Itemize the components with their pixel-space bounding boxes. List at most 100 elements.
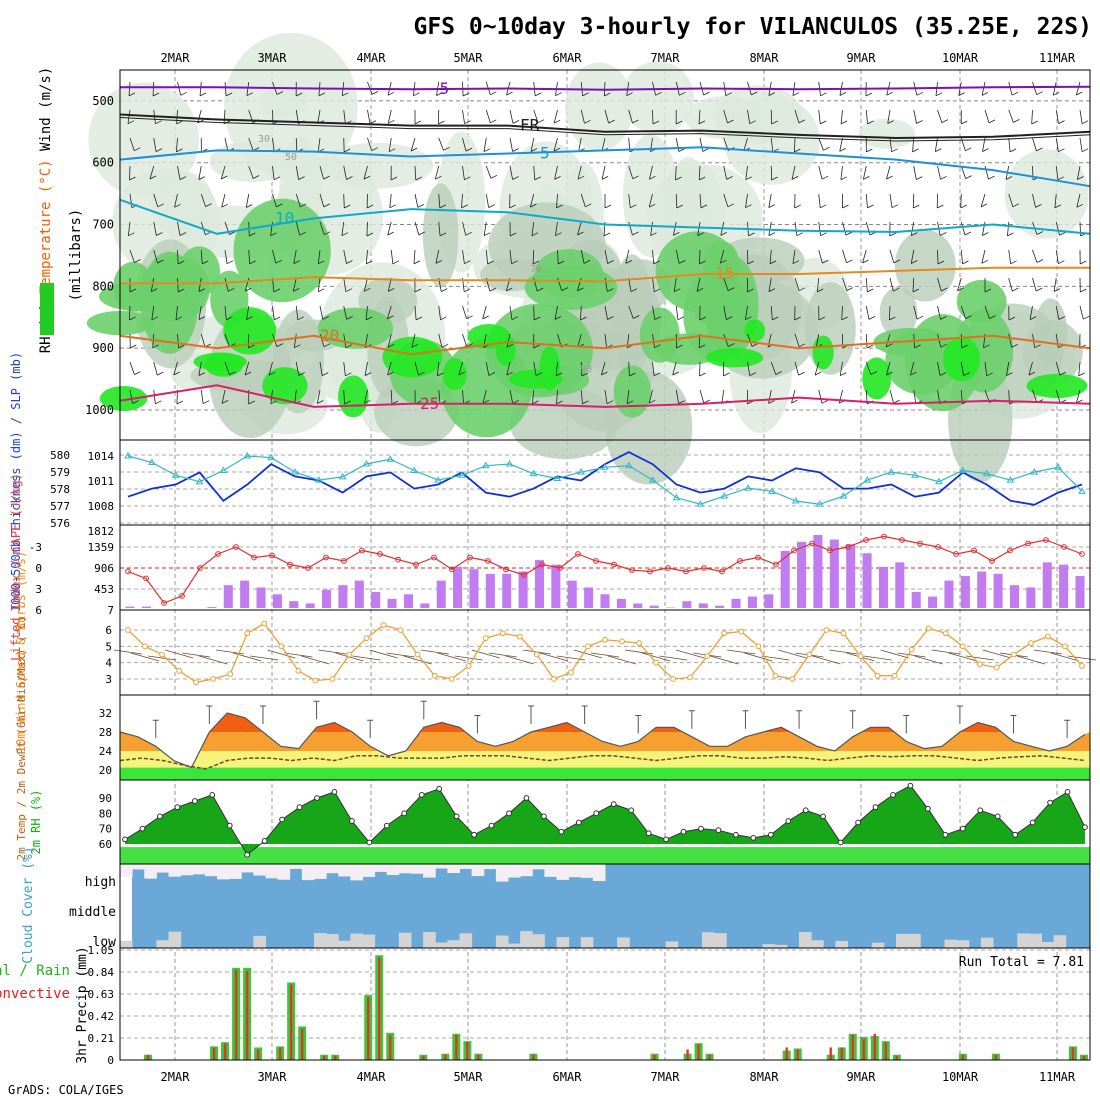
wind-barb <box>319 221 331 236</box>
rh-band-70 <box>317 307 394 349</box>
wind-speed-point <box>261 620 268 627</box>
rh-point <box>785 818 792 824</box>
lifted-index-point <box>467 554 473 561</box>
thickness-marker <box>672 493 681 501</box>
cloud-cover-high-clear <box>301 864 315 881</box>
rh-tick: 60 <box>99 838 112 851</box>
wind-barb <box>960 193 967 209</box>
rh-point <box>366 839 373 846</box>
wind-barb <box>557 249 565 265</box>
precip-tick: 1.05 <box>88 944 115 957</box>
wind-barb <box>960 305 972 319</box>
cloud-cover-high-clear <box>556 864 570 880</box>
wind-barb <box>984 109 996 124</box>
legend-total-rain: Total / Rain <box>0 963 70 979</box>
wind-tick: 3 <box>105 673 112 686</box>
surface-wind-barb <box>829 649 858 655</box>
wind-speed-point <box>465 663 472 669</box>
wind-barb <box>791 165 799 180</box>
temp-max-whisker <box>1010 715 1017 734</box>
cloud-cover-low <box>871 942 885 948</box>
isotherm-FR <box>119 113 1091 140</box>
cloud-cover-low <box>508 943 521 948</box>
wind-barb <box>1008 249 1017 265</box>
precip-convective-bar <box>367 997 370 1060</box>
rh-point <box>872 804 879 811</box>
wind-barb <box>1031 109 1038 125</box>
wind-barb <box>200 137 208 153</box>
wind-barb <box>652 305 661 320</box>
thickness-marker <box>314 476 323 483</box>
thickness-marker <box>768 487 776 494</box>
wind-barb <box>438 137 450 151</box>
lifted-index-point <box>953 551 959 557</box>
precip-convective-bar <box>245 970 249 1060</box>
wind-barb <box>580 249 591 264</box>
wind-barb <box>604 305 614 320</box>
thickness-marker <box>434 476 442 483</box>
pressure-tick: 1000 <box>85 403 114 417</box>
wind-barb <box>577 221 584 236</box>
cloud-cover-low <box>350 933 363 948</box>
wind-speed-point <box>772 672 779 679</box>
lifted-index-point <box>683 568 689 575</box>
cape-tick: 1359 <box>88 541 115 554</box>
wind-barb <box>698 165 706 181</box>
wind-barb <box>554 305 562 320</box>
wind-barb <box>816 277 824 293</box>
wind-barb <box>414 305 423 321</box>
lifted-index-point <box>917 540 923 547</box>
cloud-cover-low <box>896 933 909 948</box>
cape-bar <box>993 573 1003 608</box>
rh-tick: 70 <box>99 823 112 836</box>
wind-barb <box>221 389 229 404</box>
surface-wind-barb <box>727 649 756 655</box>
wind-barb <box>937 305 947 320</box>
lifted-index-point <box>611 561 617 568</box>
surface-wind-barb <box>182 652 211 658</box>
surface-wind-barb <box>539 652 569 662</box>
cape-bar <box>895 562 905 608</box>
wind-barb <box>530 137 538 152</box>
cape-bar <box>682 601 692 608</box>
wind-barb <box>792 249 800 265</box>
thickness-tick: 577 <box>50 500 70 513</box>
surface-wind-barb <box>113 649 143 655</box>
cape-bar <box>240 580 250 608</box>
wind-barb <box>865 109 874 125</box>
temp-max-whisker <box>152 719 159 739</box>
rh-point <box>558 828 565 835</box>
wind-barb <box>295 305 304 321</box>
lifted-index-point <box>629 567 635 573</box>
lifted-index-point <box>1007 547 1013 554</box>
temp-tick: 28 <box>99 726 112 739</box>
cape-bar <box>207 607 217 608</box>
wind-barb <box>745 305 752 321</box>
cape-bar <box>813 535 823 608</box>
date-label-bottom: 9MAR <box>847 1070 877 1084</box>
lifted-index-point <box>827 547 833 554</box>
cape-bar <box>780 550 790 608</box>
surface-wind-barb <box>1050 652 1080 662</box>
lifted-index-point <box>1025 540 1031 547</box>
wind-barb <box>1076 193 1083 208</box>
precip-convective-bar <box>466 1042 469 1060</box>
wind-barb <box>129 137 141 152</box>
wind-barb <box>865 333 874 349</box>
wind-barb <box>675 389 685 404</box>
precip-convective-bar <box>289 984 293 1060</box>
cape-li-ylabel: Lifted Index / CAPE (J/kg) <box>9 473 23 661</box>
cloud-cover-high-clear <box>435 864 448 869</box>
wind-barb <box>699 361 706 377</box>
rh-band-label: 50 <box>285 152 297 163</box>
cloud-cover-low <box>908 933 921 948</box>
cloud-cover-high-clear <box>398 864 412 874</box>
wind-barb <box>818 249 829 264</box>
wind-barb <box>580 305 587 321</box>
lifted-index-point <box>1043 537 1049 543</box>
thickness-marker <box>958 466 967 473</box>
wind-barb <box>438 193 447 209</box>
rh-point <box>1012 831 1019 838</box>
thickness-marker <box>577 468 586 475</box>
wind-barb <box>604 109 615 124</box>
